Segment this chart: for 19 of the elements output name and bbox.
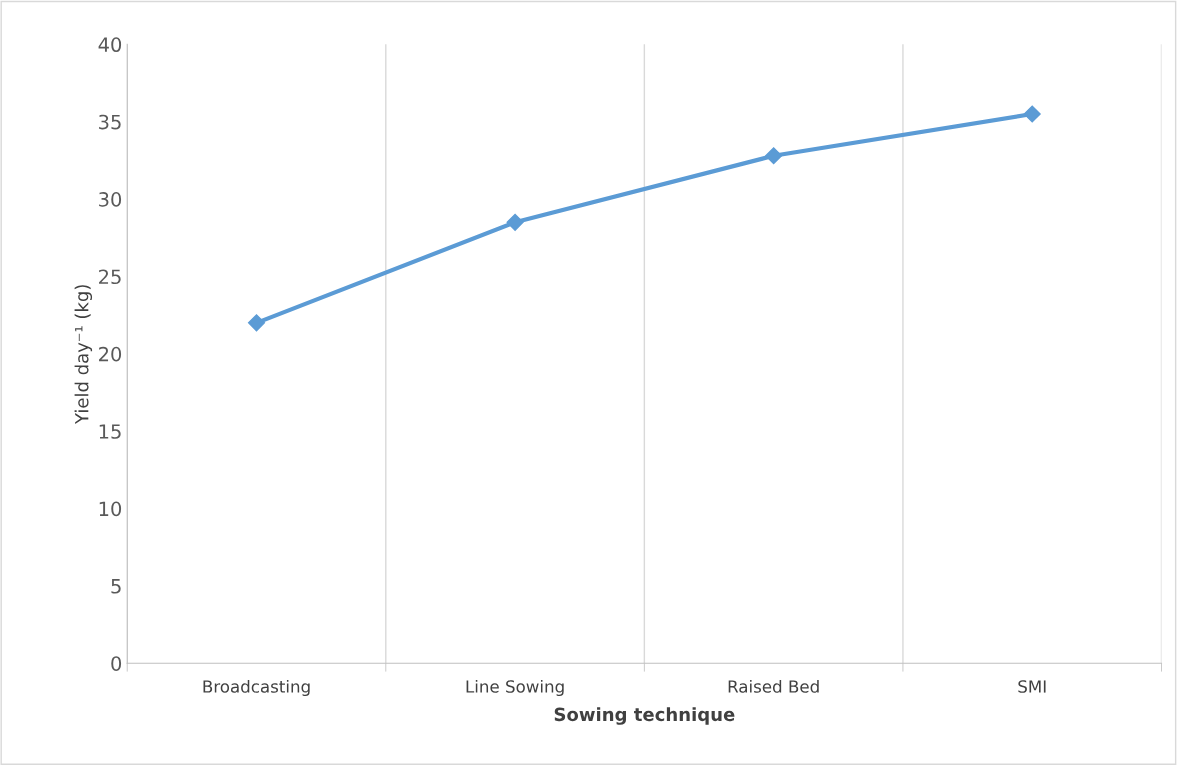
y-tick-label: 25 [99,269,121,285]
x-tick-label: Line Sowing [466,679,564,697]
y-tick-label: 0 [111,656,122,671]
x-tick-label: Broadcasting [203,679,310,697]
y-tick-label: 30 [99,192,122,207]
x-axis-title: Sowing technique [554,707,735,725]
y-axis-title: Yield day⁻¹ (kg) [74,285,93,425]
x-tick-label: SMI [1018,680,1046,693]
y-tick-label: 10 [99,501,122,517]
y-tick-label: 40 [98,37,122,53]
point [247,314,266,332]
point [765,147,783,165]
y-tick-label: 20 [99,346,122,362]
y-tick-label: 15 [99,424,121,439]
point [1023,105,1041,123]
y-tick-label: 5 [111,579,121,594]
x-tick-label: Raised Bed [728,679,819,693]
y-tick-label: 35 [99,114,121,130]
point [506,213,524,231]
